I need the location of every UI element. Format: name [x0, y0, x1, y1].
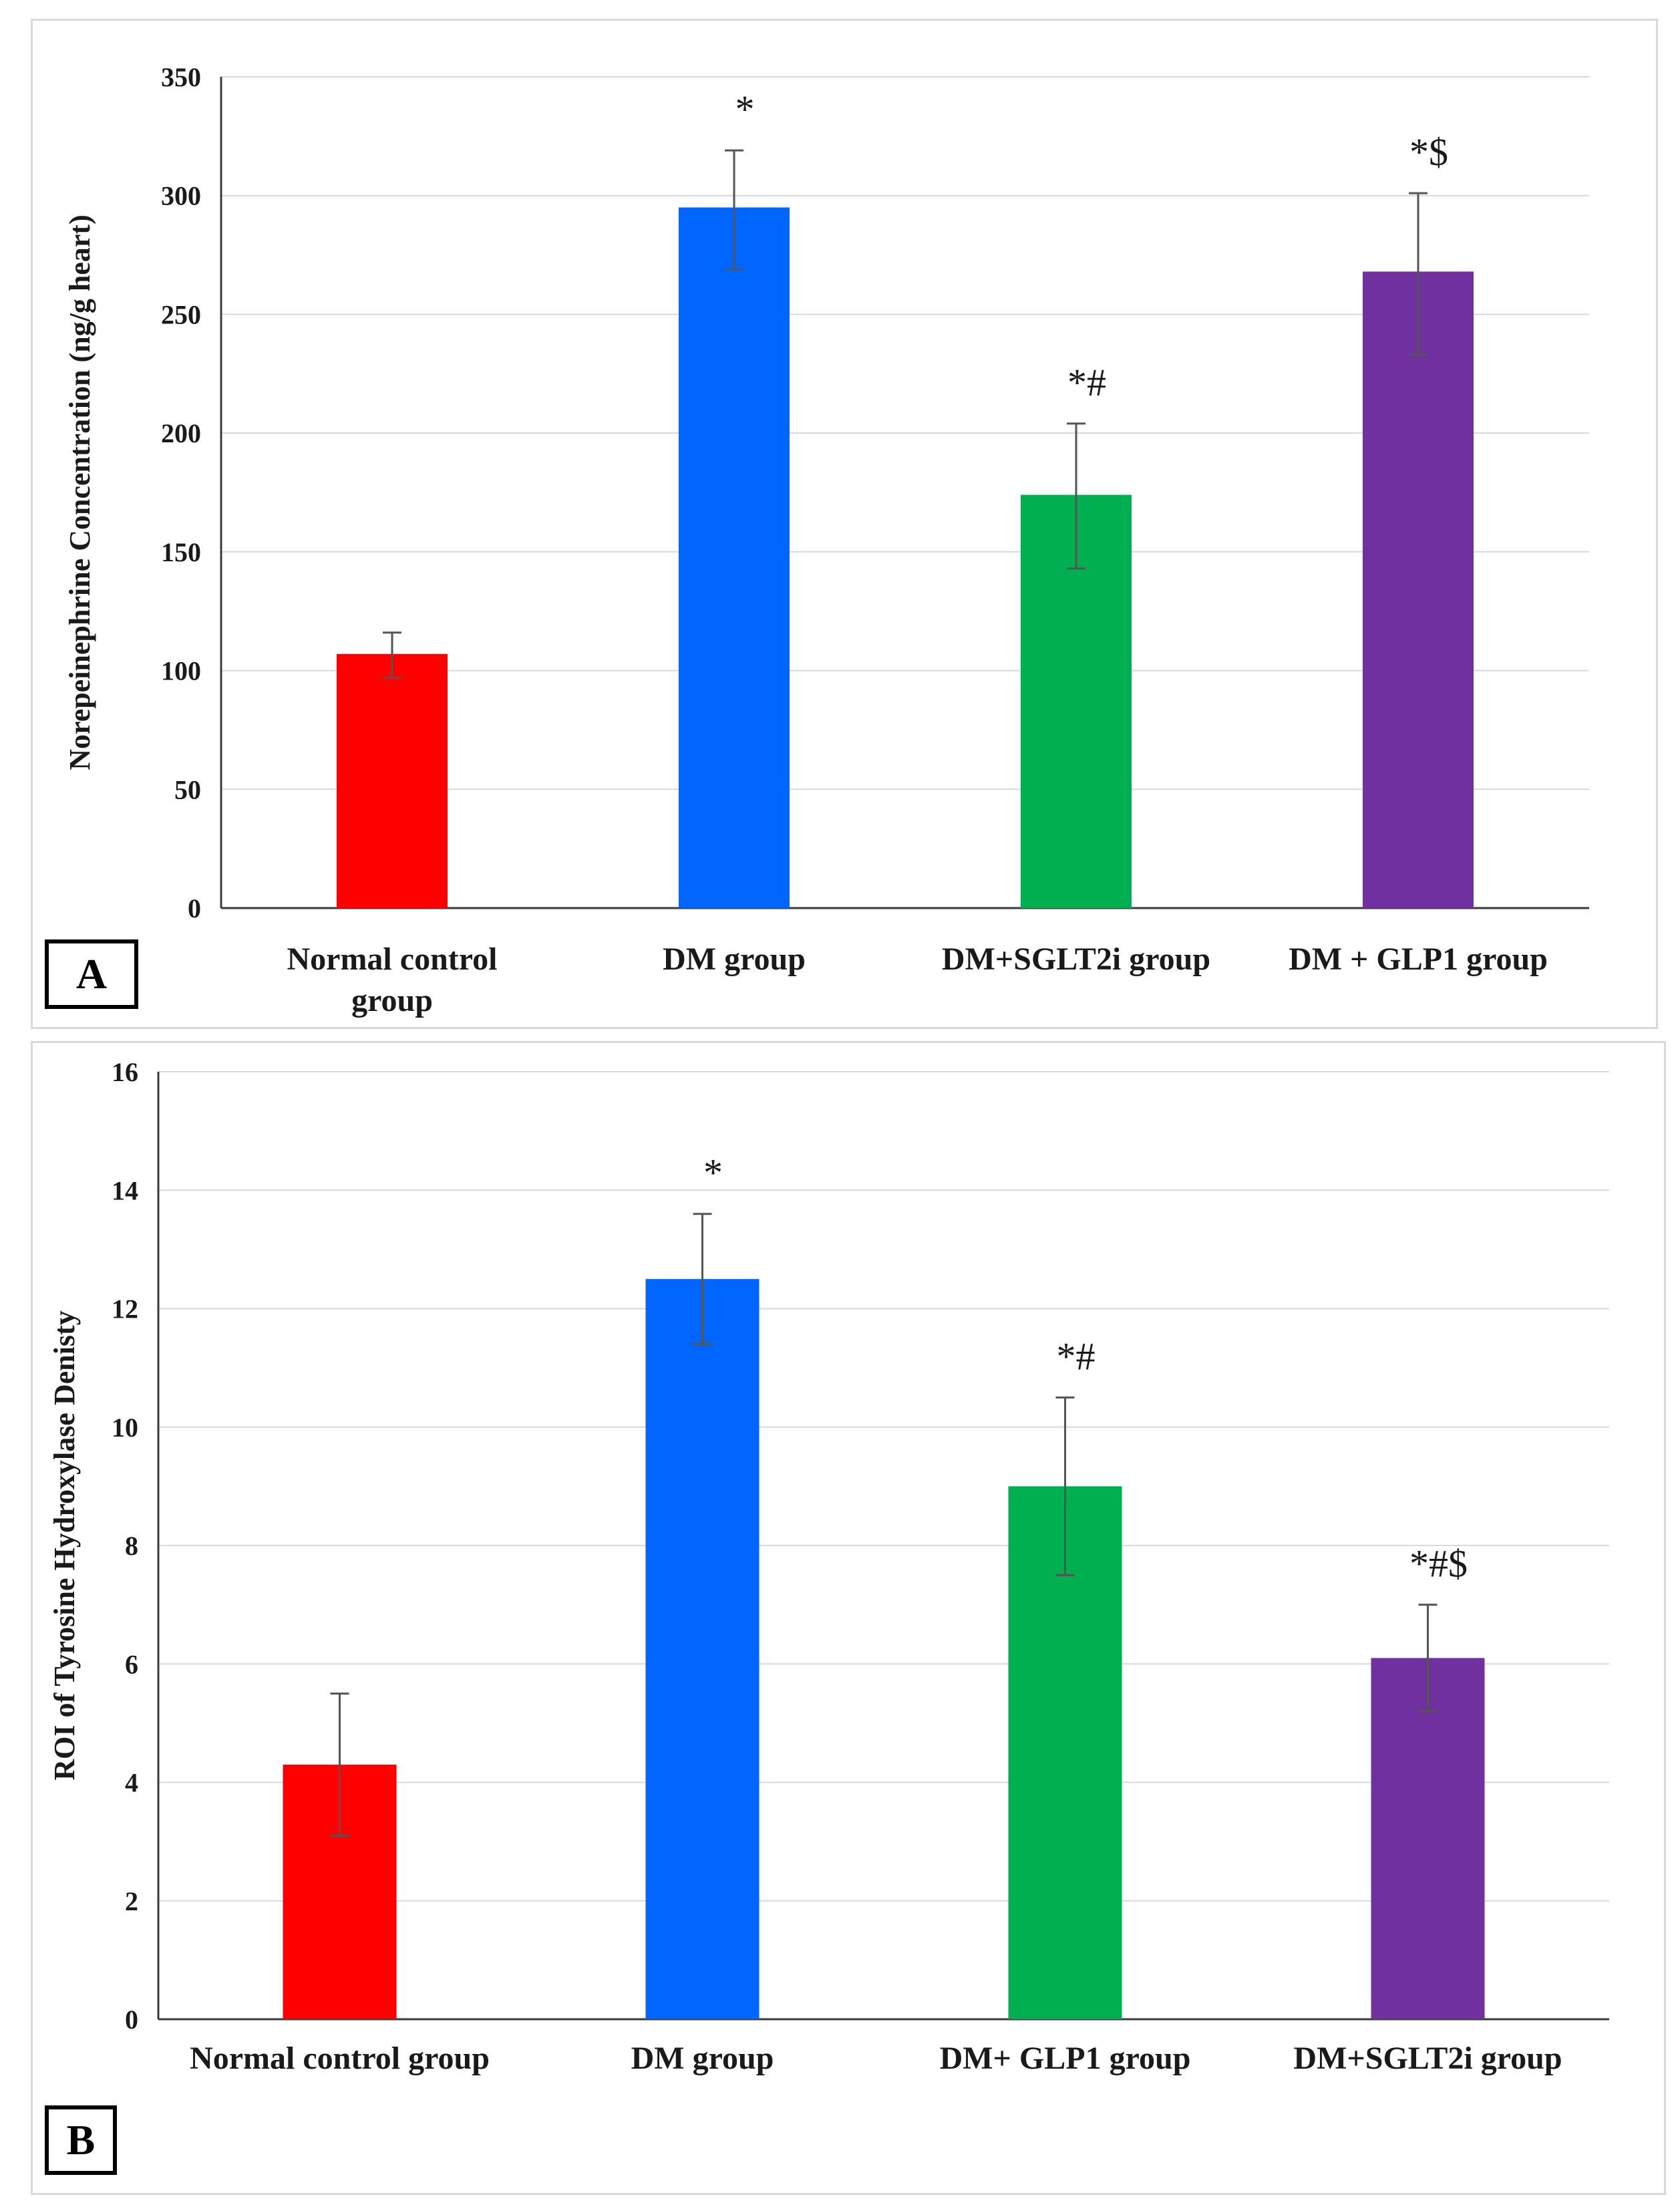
y-tick-label: 12 — [112, 1294, 138, 1324]
x-category-label: DM group — [663, 941, 806, 977]
y-tick-label: 0 — [125, 2005, 138, 2035]
panel-label-a: A — [45, 939, 138, 1009]
bar — [679, 207, 790, 908]
y-tick-label: 14 — [112, 1175, 138, 1205]
y-axis-label: ROI of Tyrosine Hydroxylase Denisty — [48, 1310, 81, 1780]
panel-a: 0 50 100 150 200 250 300 350 Norepeinephrine Con… — [31, 19, 1658, 1029]
significance-label: * — [703, 1151, 723, 1195]
x-category-label: DM + GLP1 group — [1289, 941, 1548, 977]
significance-label: * — [735, 88, 755, 131]
significance-label: *# — [1067, 361, 1106, 404]
bar — [337, 653, 448, 908]
y-tick-label: 100 — [161, 656, 201, 686]
significance-label: *#$ — [1409, 1542, 1468, 1586]
y-tick-label: 6 — [125, 1649, 138, 1679]
x-category-label: DM group — [631, 2041, 774, 2076]
x-category-label: Normal control group — [287, 941, 497, 1018]
y-tick-label: 4 — [125, 1768, 138, 1798]
chart-a: 0 50 100 150 200 250 300 350 Norepeinephrine Con… — [63, 62, 1589, 1018]
y-tick-label: 250 — [161, 299, 201, 329]
x-category-label: DM+SGLT2i group — [1293, 2041, 1562, 2076]
panel-b: 0 2 4 6 8 10 12 14 16 ROI of Tyrosine Hydroxylase… — [31, 1041, 1666, 2195]
y-tick-label: 2 — [125, 1886, 138, 1916]
y-tick-label: 10 — [112, 1413, 138, 1443]
x-category-label: DM+SGLT2i group — [942, 941, 1210, 977]
y-axis-label: Norepeinephrine Concentration (ng/g hear… — [63, 214, 96, 770]
bar — [1363, 271, 1474, 908]
y-tick-label: 0 — [188, 893, 201, 923]
panel-label-b: B — [45, 2105, 117, 2175]
y-tick-label: 300 — [161, 181, 201, 211]
y-tick-label: 200 — [161, 418, 201, 448]
x-category-label: Normal control group — [190, 2041, 490, 2076]
y-tick-label: 8 — [125, 1531, 138, 1561]
y-tick-label: 16 — [112, 1057, 138, 1087]
bar — [645, 1279, 760, 2019]
y-tick-label: 50 — [174, 774, 201, 804]
significance-label: *$ — [1409, 130, 1448, 174]
bar — [1371, 1658, 1485, 2019]
significance-label: *# — [1057, 1334, 1096, 1378]
y-tick-label: 350 — [161, 62, 201, 92]
chart-b: 0 2 4 6 8 10 12 14 16 ROI of Tyrosine Hydroxylase… — [48, 1057, 1609, 2076]
x-category-label: DM+ GLP1 group — [940, 2041, 1191, 2076]
y-tick-label: 150 — [161, 537, 201, 567]
